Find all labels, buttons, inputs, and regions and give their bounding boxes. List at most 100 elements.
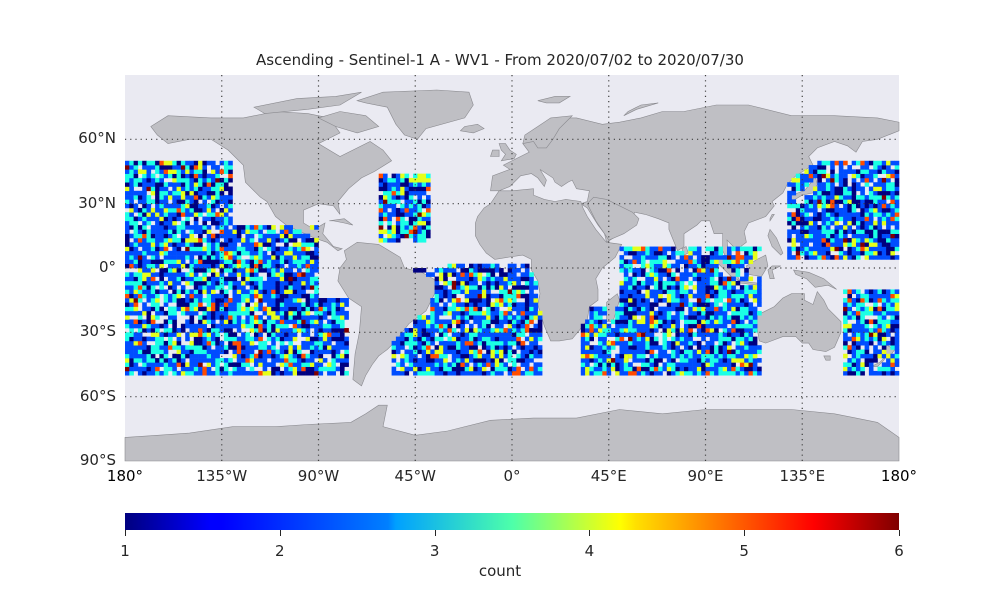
coverage-cell bbox=[808, 225, 814, 230]
coverage-cell bbox=[834, 233, 840, 239]
coverage-cell bbox=[314, 225, 319, 230]
coverage-cell bbox=[150, 233, 156, 239]
coverage-cell bbox=[795, 212, 801, 217]
coverage-cell bbox=[671, 340, 676, 346]
coverage-cell bbox=[877, 298, 883, 303]
coverage-cell bbox=[856, 332, 861, 337]
coverage-cell bbox=[696, 276, 702, 282]
coverage-cell bbox=[340, 362, 345, 367]
coverage-cell bbox=[172, 203, 177, 209]
coverage-cell bbox=[176, 255, 182, 260]
coverage-cell bbox=[533, 370, 539, 376]
coverage-cell bbox=[464, 345, 470, 350]
coverage-cell bbox=[185, 246, 190, 252]
coverage-cell bbox=[499, 349, 504, 355]
coverage-cell bbox=[438, 332, 444, 337]
coverage-cell bbox=[714, 255, 719, 260]
coverage-cell bbox=[460, 336, 465, 342]
coverage-cell bbox=[890, 216, 895, 222]
coverage-cell bbox=[193, 289, 199, 295]
coverage-cell bbox=[834, 229, 840, 234]
coverage-cell bbox=[709, 358, 715, 363]
coverage-cell bbox=[589, 345, 594, 350]
coverage-cell bbox=[176, 362, 182, 367]
coverage-cell bbox=[684, 370, 689, 376]
coverage-cell bbox=[662, 328, 668, 333]
coverage-cell bbox=[421, 349, 427, 355]
coverage-cell bbox=[636, 293, 642, 299]
coverage-cell bbox=[189, 165, 195, 170]
coverage-cell bbox=[602, 310, 607, 316]
coverage-cell bbox=[860, 229, 865, 234]
coverage-cell bbox=[219, 216, 225, 222]
coverage-cell bbox=[426, 199, 431, 204]
coverage-cell bbox=[623, 263, 629, 269]
coverage-cell bbox=[864, 323, 870, 329]
coverage-cell bbox=[834, 225, 840, 230]
coverage-cell bbox=[684, 259, 689, 265]
coverage-cell bbox=[395, 336, 401, 342]
coverage-cell bbox=[658, 250, 663, 256]
coverage-cell bbox=[395, 340, 401, 346]
coverage-cell bbox=[417, 182, 422, 187]
coverage-cell bbox=[701, 332, 706, 337]
coverage-cell bbox=[284, 229, 289, 234]
coverage-cell bbox=[894, 169, 900, 174]
coverage-cell bbox=[228, 263, 233, 269]
coverage-cell bbox=[696, 358, 702, 363]
coverage-cell bbox=[211, 216, 216, 222]
coverage-cell bbox=[288, 319, 293, 325]
coverage-cell bbox=[413, 323, 418, 329]
coverage-cell bbox=[275, 370, 281, 376]
coverage-cell bbox=[271, 370, 276, 376]
coverage-cell bbox=[434, 319, 440, 325]
coverage-cell bbox=[211, 340, 216, 346]
coverage-cell bbox=[537, 362, 543, 367]
coverage-cell bbox=[266, 268, 272, 273]
coverage-cell bbox=[395, 182, 401, 187]
coverage-cell bbox=[456, 340, 461, 346]
coverage-cell bbox=[847, 349, 852, 355]
coverage-cell bbox=[636, 366, 642, 372]
coverage-cell bbox=[180, 345, 186, 350]
coverage-cell bbox=[464, 276, 470, 282]
coverage-cell bbox=[752, 349, 758, 355]
coverage-cell bbox=[241, 276, 246, 282]
coverage-cell bbox=[258, 229, 263, 234]
coverage-cell bbox=[142, 366, 147, 372]
coverage-cell bbox=[658, 323, 663, 329]
coverage-cell bbox=[886, 250, 891, 256]
coverage-cell bbox=[232, 276, 238, 282]
coverage-cell bbox=[318, 315, 324, 320]
coverage-cell bbox=[163, 173, 169, 179]
coverage-cell bbox=[180, 199, 186, 204]
coverage-cell bbox=[714, 345, 719, 350]
coverage-cell bbox=[808, 220, 814, 226]
coverage-cell bbox=[851, 160, 857, 166]
coverage-cell bbox=[860, 302, 865, 307]
coverage-cell bbox=[378, 220, 384, 226]
coverage-cell bbox=[271, 362, 276, 367]
coverage-cell bbox=[447, 306, 453, 312]
coverage-cell bbox=[692, 302, 698, 307]
coverage-cell bbox=[185, 366, 190, 372]
coverage-cell bbox=[185, 182, 190, 187]
coverage-cell bbox=[129, 323, 134, 329]
coverage-cell bbox=[615, 306, 620, 312]
coverage-cell bbox=[434, 315, 440, 320]
coverage-cell bbox=[486, 285, 491, 290]
coverage-cell bbox=[486, 306, 491, 312]
coverage-cell bbox=[206, 190, 212, 196]
coverage-cell bbox=[477, 323, 483, 329]
coverage-cell bbox=[804, 195, 809, 200]
coverage-cell bbox=[219, 285, 225, 290]
coverage-cell bbox=[503, 293, 508, 299]
coverage-cell bbox=[426, 233, 431, 239]
coverage-cell bbox=[688, 328, 693, 333]
coverage-cell bbox=[894, 220, 900, 226]
coverage-cell bbox=[735, 306, 741, 312]
coverage-cell bbox=[344, 362, 349, 367]
coverage-cell bbox=[688, 315, 693, 320]
coverage-cell bbox=[215, 298, 220, 303]
coverage-cell bbox=[529, 298, 534, 303]
